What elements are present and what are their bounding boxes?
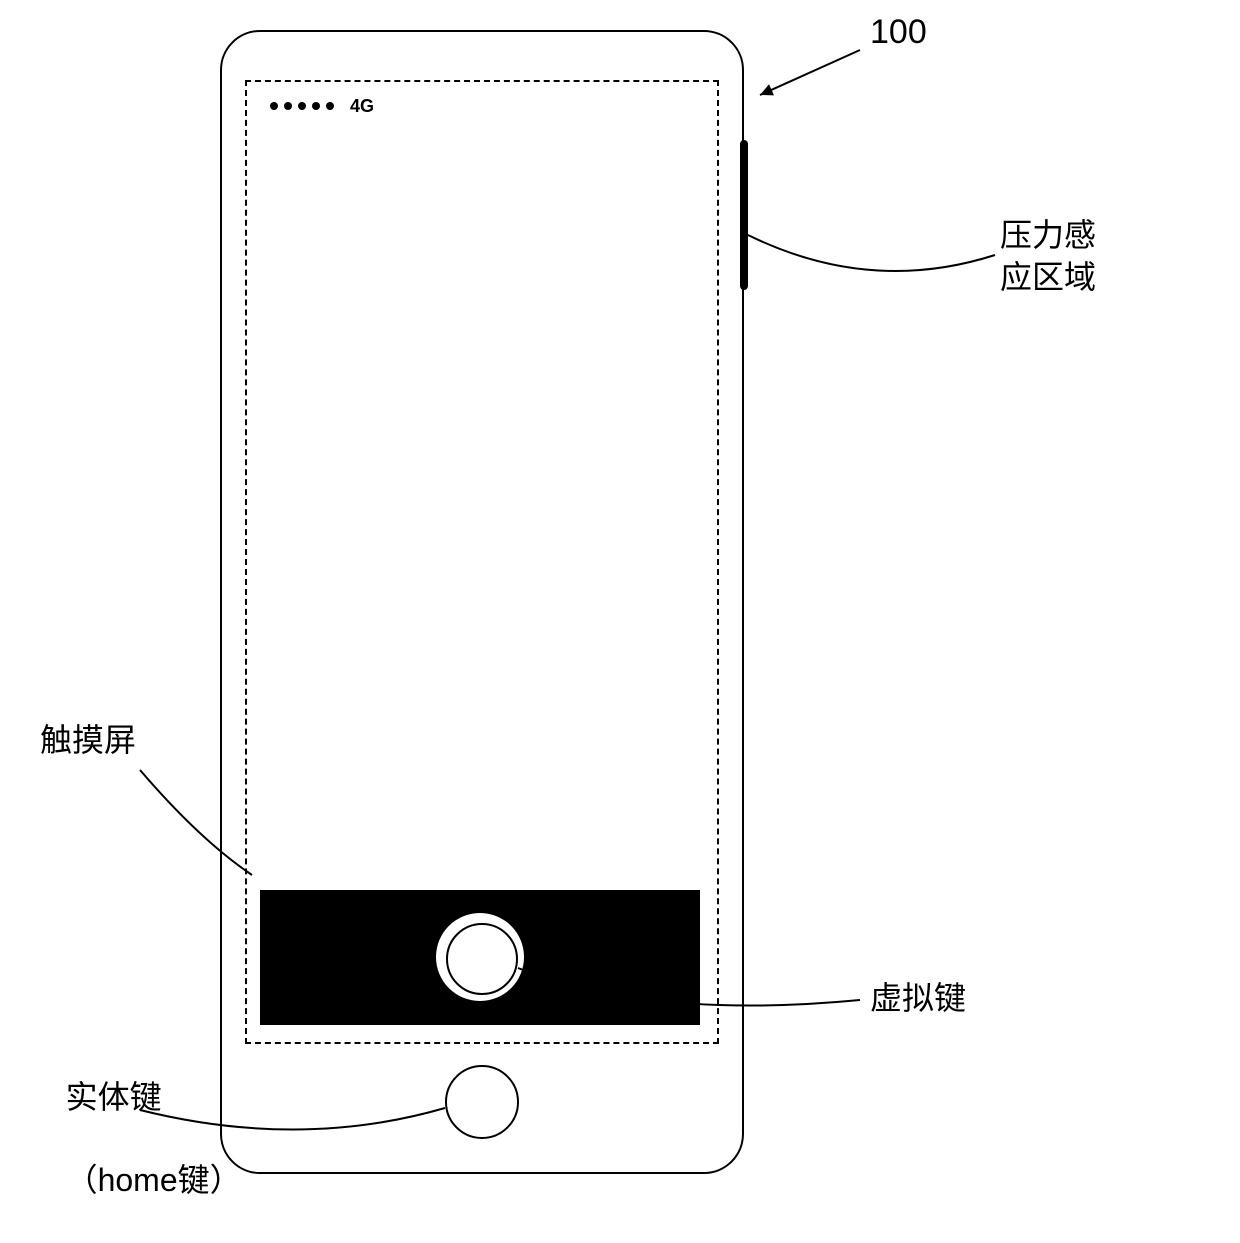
label-virtual-key: 虚拟键: [870, 978, 966, 1020]
virtual-key-inner: [446, 923, 518, 995]
label-physical-key-l1: 实体键: [66, 1079, 162, 1115]
home-button: [445, 1065, 519, 1139]
label-physical-key: 实体键 （home键）: [30, 1035, 242, 1243]
signal-dot: [298, 102, 306, 110]
label-pressure: 压力感 应区域: [1000, 215, 1096, 298]
reference-number: 100: [870, 10, 927, 54]
diagram-canvas: 4G 100 压力感 应区域 触摸屏 虚拟键 实体键 （home键）: [0, 0, 1240, 1215]
network-label: 4G: [350, 96, 374, 117]
signal-dot: [270, 102, 278, 110]
signal-dot: [284, 102, 292, 110]
label-physical-key-l2: （home键）: [66, 1162, 242, 1198]
signal-dot: [326, 102, 334, 110]
label-touchscreen: 触摸屏: [40, 720, 136, 762]
pressure-zone: [740, 140, 748, 290]
signal-dot: [312, 102, 320, 110]
